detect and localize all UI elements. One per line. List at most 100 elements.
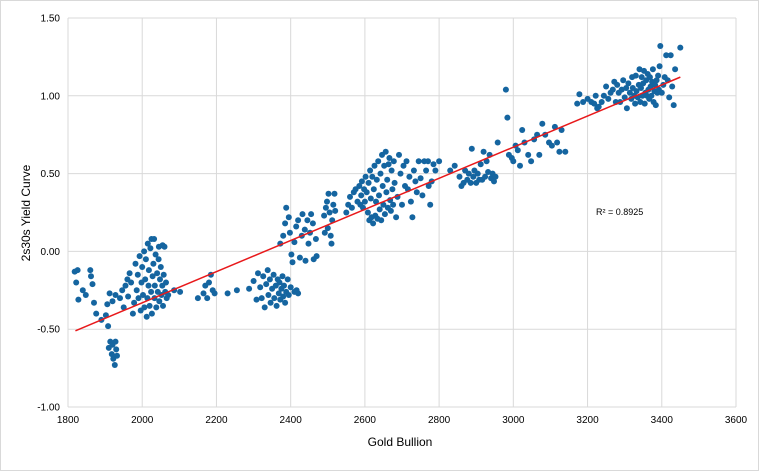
scatter-point (376, 192, 382, 199)
scatter-point (312, 236, 319, 242)
scatter-point (93, 310, 100, 317)
scatter-point (327, 232, 334, 239)
scatter-point (358, 192, 365, 199)
scatter-point (580, 99, 587, 105)
scatter-point (324, 198, 330, 205)
scatter-point (330, 201, 337, 208)
scatter-point (273, 302, 280, 309)
scatter-point (126, 270, 133, 277)
scatter-point (376, 206, 383, 213)
x-tick-label: 3200 (576, 415, 599, 426)
scatter-point (260, 273, 267, 280)
scatter-point (111, 362, 118, 368)
scatter-point (432, 167, 439, 174)
scatter-point (370, 186, 377, 193)
scatter-point (502, 86, 509, 93)
scatter-point (412, 178, 419, 185)
scatter-point (280, 232, 287, 239)
scatter-point (308, 211, 315, 218)
scatter-point (151, 236, 158, 242)
scatter-point (122, 282, 129, 289)
scatter-point (600, 92, 607, 99)
scatter-point (286, 229, 293, 236)
scatter-point (282, 299, 289, 306)
scatter-point (477, 161, 484, 168)
scatter-point (656, 63, 663, 70)
scatter-point (365, 179, 372, 186)
scatter-point (652, 102, 659, 109)
scatter-point (132, 260, 139, 267)
scatter-point (358, 178, 365, 185)
scatter-point (324, 225, 331, 232)
x-tick-label: 1800 (57, 415, 80, 426)
scatter-point (143, 313, 150, 320)
scatter-point (75, 296, 82, 303)
scatter-point (194, 295, 201, 302)
scatter-point (427, 201, 434, 208)
scatter-point (157, 264, 164, 270)
scatter-point (154, 270, 161, 277)
scatter-point (603, 83, 610, 90)
scatter-point (91, 299, 97, 306)
scatter-point (105, 323, 112, 330)
scatter-point (658, 89, 665, 96)
scatter-point (504, 114, 511, 121)
scatter-point (447, 167, 454, 174)
scatter-point (399, 201, 405, 208)
scatter-point (636, 66, 643, 73)
scatter-point (276, 279, 283, 286)
scatter-point (112, 338, 119, 345)
scatter-point (641, 100, 648, 107)
scatter-point (284, 276, 291, 283)
scatter-point (302, 257, 309, 264)
scatter-point (377, 170, 384, 177)
scatter-point (364, 209, 371, 216)
scatter-point (666, 94, 673, 101)
scatter-point (149, 273, 156, 280)
scatter-point (285, 292, 292, 298)
scatter-point (295, 290, 302, 297)
scatter-point (204, 295, 211, 302)
scatter-point (113, 346, 120, 353)
y-tick-label: 1.00 (41, 91, 61, 102)
scatter-point (378, 217, 385, 224)
x-tick-label: 2800 (428, 415, 451, 426)
scatter-point (131, 299, 138, 306)
x-tick-label: 2000 (131, 415, 154, 426)
x-tick-label: 3600 (725, 415, 748, 426)
scatter-point (371, 162, 378, 169)
x-tick-label: 2600 (354, 415, 377, 426)
trendline (75, 76, 681, 332)
scatter-point (271, 295, 278, 302)
y-tick-label: 0.00 (41, 247, 61, 258)
scatter-point (155, 256, 162, 263)
scatter-point (142, 256, 149, 263)
x-axis-title: Gold Bullion (368, 435, 433, 449)
scatter-point (157, 276, 163, 283)
scatter-point (519, 127, 526, 133)
scatter-point (89, 281, 96, 288)
scatter-point (281, 282, 287, 289)
scatter-point (257, 284, 264, 291)
scatter-point (403, 158, 410, 165)
scatter-point (388, 167, 395, 174)
scatter-point (375, 158, 382, 165)
scatter-point (419, 192, 426, 199)
scatter-point (253, 296, 260, 303)
scatter-point (331, 190, 338, 197)
scatter-point (148, 288, 155, 295)
scatter-point (321, 229, 328, 236)
scatter-points (71, 43, 684, 368)
scatter-point (669, 83, 676, 90)
scatter-point (474, 170, 481, 177)
scatter-point (332, 207, 339, 214)
scatter-point (423, 167, 430, 174)
scatter-point (160, 271, 167, 278)
scatter-point (492, 173, 499, 180)
scatter-point (591, 100, 598, 107)
scatter-point (321, 212, 328, 219)
scatter-point (648, 92, 655, 99)
scatter-point (313, 253, 320, 260)
scatter-point (623, 105, 630, 112)
